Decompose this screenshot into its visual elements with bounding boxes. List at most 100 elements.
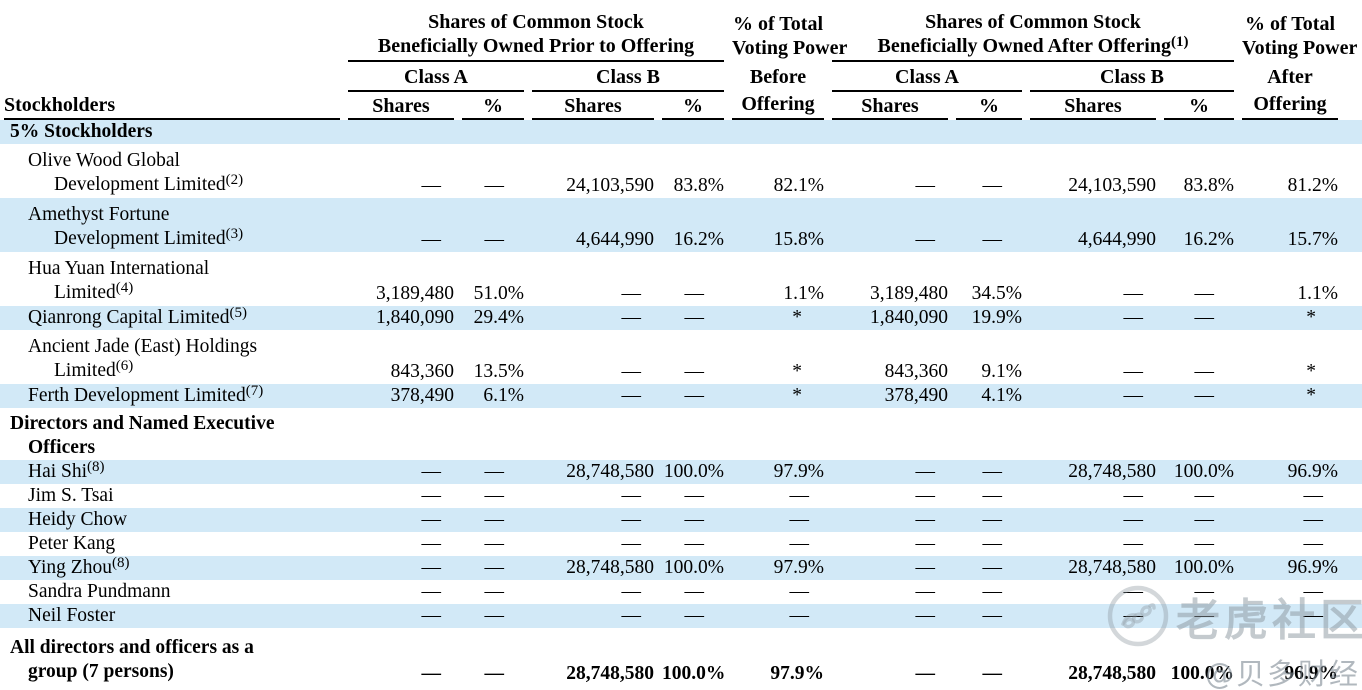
name-line: Sandra Pundmann bbox=[28, 581, 171, 602]
name-line: group (7 persons) bbox=[28, 661, 174, 682]
column-header-percent: % bbox=[956, 92, 1022, 120]
prior-group-line2: Beneficially Owned Prior to Offering bbox=[377, 35, 695, 57]
value-cell: 97.9% bbox=[773, 461, 824, 482]
value-cell: — bbox=[484, 485, 505, 506]
value-cell: 4.1% bbox=[981, 385, 1022, 406]
value-cell: — bbox=[484, 461, 505, 482]
value-cell: — bbox=[621, 361, 642, 382]
value-cell: 19.9% bbox=[971, 307, 1022, 328]
footnote-marker: (2) bbox=[225, 172, 244, 188]
name-line: Hai Shi(8) bbox=[28, 459, 105, 483]
value-cell: — bbox=[982, 509, 1003, 530]
value-cell: 4,644,990 bbox=[1078, 229, 1156, 250]
value-cell: — bbox=[684, 361, 705, 382]
column-header-shares: Shares bbox=[348, 92, 454, 120]
section-header: 5% Stockholders bbox=[4, 120, 340, 144]
value-cell: 96.9% bbox=[1284, 663, 1338, 684]
column-header-class-b-after: Class B bbox=[1030, 62, 1234, 92]
value-cell: — bbox=[982, 557, 1003, 578]
column-header-voting-power-before: % of Total Voting Power Before Offering bbox=[732, 6, 847, 120]
table-header: Stockholders Shares of Common Stock Bene… bbox=[0, 6, 1362, 120]
stockholder-name: Qianrong Capital Limited(5) bbox=[4, 306, 340, 330]
value-cell: 16.2% bbox=[1183, 229, 1234, 250]
stockholder-name: Ferth Development Limited(7) bbox=[4, 384, 340, 408]
value-cell: 4,644,990 bbox=[576, 229, 654, 250]
total-row-label: All directors and officers as a group (7 … bbox=[4, 628, 340, 684]
value-cell: — bbox=[1194, 581, 1215, 602]
stockholder-name: Neil Foster bbox=[4, 604, 340, 628]
value-cell: — bbox=[915, 663, 936, 684]
value-cell: — bbox=[1123, 361, 1144, 382]
value-cell: — bbox=[421, 663, 442, 684]
footnote-marker: (5) bbox=[229, 305, 247, 321]
stockholders-label: Stockholders bbox=[4, 94, 116, 116]
stockholder-name: Sandra Pundmann bbox=[4, 580, 340, 604]
value-cell: — bbox=[484, 581, 505, 602]
value-cell: 15.7% bbox=[1287, 229, 1338, 250]
value-cell: — bbox=[684, 385, 705, 406]
value-cell: 13.5% bbox=[473, 361, 524, 382]
watermark-brand: 老虎社区 bbox=[1176, 595, 1362, 646]
stockholder-name: Amethyst Fortune Development Limited(3) bbox=[4, 198, 340, 251]
stockholder-name: Olive Wood Global Development Limited(2) bbox=[4, 144, 340, 197]
value-cell: 83.8% bbox=[673, 175, 724, 196]
value-cell: 28,748,580 bbox=[1068, 557, 1156, 578]
value-cell: — bbox=[621, 533, 642, 554]
column-header-voting-power-after: % of Total Voting Power After Offering bbox=[1242, 6, 1358, 120]
value-cell: — bbox=[915, 581, 936, 602]
value-cell: 3,189,480 bbox=[870, 283, 948, 304]
watermark-handle: @贝多财经 bbox=[1204, 657, 1360, 690]
value-cell: 9.1% bbox=[981, 361, 1022, 382]
value-cell: 81.2% bbox=[1287, 175, 1338, 196]
name-line: Ying Zhou(8) bbox=[28, 555, 130, 579]
value-cell: — bbox=[421, 533, 442, 554]
stockholder-name: Ancient Jade (East) Holdings Limited(6) bbox=[4, 330, 340, 383]
column-header-class-a-after: Class A bbox=[832, 62, 1022, 92]
value-cell: — bbox=[789, 581, 810, 602]
value-cell: 28,748,580 bbox=[566, 461, 654, 482]
voting-after-line2: Voting Power bbox=[1242, 36, 1358, 59]
value-cell: — bbox=[1123, 533, 1144, 554]
value-cell: — bbox=[421, 175, 442, 196]
column-header-class-a-prior: Class A bbox=[348, 62, 524, 92]
value-cell: — bbox=[684, 485, 705, 506]
column-header-shares: Shares bbox=[832, 92, 948, 120]
value-cell: * bbox=[1306, 361, 1316, 382]
name-line: Limited(4) bbox=[54, 280, 134, 304]
value-cell: 378,490 bbox=[884, 385, 948, 406]
value-cell: — bbox=[1123, 581, 1144, 602]
watermark-row: 老虎社区 bbox=[1106, 584, 1362, 648]
value-cell: 843,360 bbox=[884, 361, 948, 382]
value-cell: 96.9% bbox=[1287, 461, 1338, 482]
table-row: Ancient Jade (East) Holdings Limited(6) 84… bbox=[0, 330, 1362, 384]
value-cell: 15.8% bbox=[773, 229, 824, 250]
voting-before-line1: % of Total bbox=[732, 12, 824, 35]
value-cell: — bbox=[621, 605, 642, 626]
value-cell: 34.5% bbox=[971, 283, 1022, 304]
value-cell: — bbox=[1194, 485, 1215, 506]
value-cell: — bbox=[982, 461, 1003, 482]
value-cell: 29.4% bbox=[473, 307, 524, 328]
value-cell: — bbox=[684, 533, 705, 554]
column-header-shares: Shares bbox=[1030, 92, 1156, 120]
value-cell: — bbox=[1303, 533, 1324, 554]
prior-group-line1: Shares of Common Stock bbox=[428, 11, 644, 33]
value-cell: — bbox=[789, 605, 810, 626]
value-cell: — bbox=[484, 557, 505, 578]
value-cell: * bbox=[792, 307, 802, 328]
value-cell: 100.0% bbox=[662, 663, 726, 684]
value-cell: 100.0% bbox=[663, 461, 724, 482]
value-cell: 24,103,590 bbox=[1068, 175, 1156, 196]
name-line: Heidy Chow bbox=[28, 509, 128, 530]
column-header-percent: % bbox=[462, 92, 524, 120]
name-line: Hua Yuan International bbox=[28, 258, 210, 279]
name-line: Development Limited(2) bbox=[54, 172, 244, 196]
value-cell: — bbox=[1303, 605, 1324, 626]
table-row: Heidy Chow — — — — — — — — — — bbox=[0, 508, 1362, 532]
table-row: Sandra Pundmann — — — — — — — — — — bbox=[0, 580, 1362, 604]
value-cell: — bbox=[982, 485, 1003, 506]
table-row: Hua Yuan International Limited(4) 3,189,48… bbox=[0, 252, 1362, 306]
value-cell: — bbox=[621, 385, 642, 406]
column-header-percent: % bbox=[662, 92, 724, 120]
